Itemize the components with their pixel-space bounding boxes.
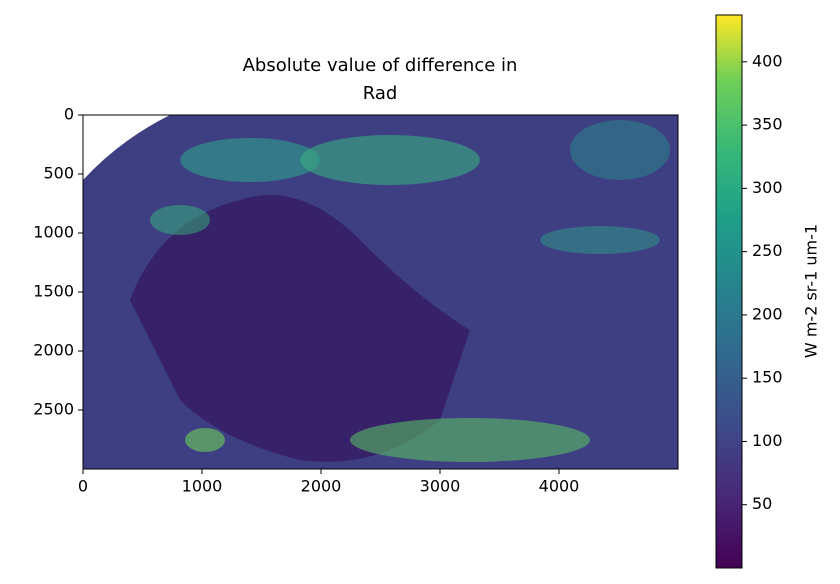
colorbar-tick-label: 250 [752, 241, 783, 260]
chart-title: Rad [363, 83, 398, 104]
chart-title: Absolute value of difference in [243, 55, 518, 76]
x-tick-label: 3000 [420, 477, 461, 496]
colorbar-tick-label: 300 [752, 178, 783, 197]
colorbar-label: W m-2 sr-1 um-1 [802, 224, 821, 358]
x-tick-label: 2000 [301, 477, 342, 496]
image [83, 115, 678, 469]
colorbar-tick-label: 100 [752, 431, 783, 450]
y-tick-label: 1500 [33, 282, 74, 301]
x-tick-label: 1000 [182, 477, 223, 496]
colorbar-tick-label: 200 [752, 304, 783, 323]
y-tick-label: 500 [43, 164, 74, 183]
x-tick-label: 4000 [539, 477, 580, 496]
y-tick-label: 1000 [33, 223, 74, 242]
y-tick-label: 2500 [33, 400, 74, 419]
colorbar [715, 14, 743, 569]
colorbar-tick-label: 350 [752, 115, 783, 134]
colorbar-tick-label: 150 [752, 368, 783, 387]
colorbar-tick-label: 50 [752, 494, 772, 513]
x-tick-label: 0 [78, 477, 88, 496]
y-tick-label: 0 [64, 105, 74, 124]
y-tick-label: 2000 [33, 341, 74, 360]
colorbar-tick-label: 400 [752, 51, 783, 70]
